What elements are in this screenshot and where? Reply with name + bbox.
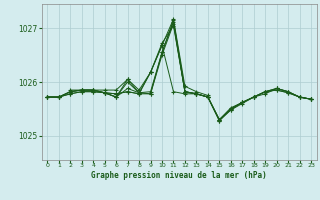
X-axis label: Graphe pression niveau de la mer (hPa): Graphe pression niveau de la mer (hPa) bbox=[91, 171, 267, 180]
